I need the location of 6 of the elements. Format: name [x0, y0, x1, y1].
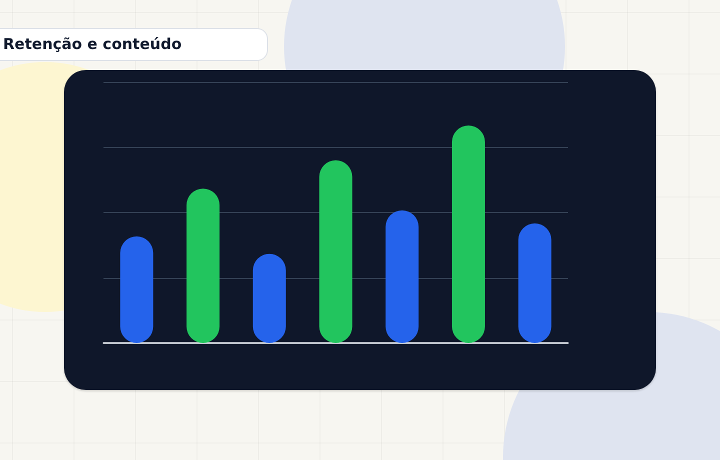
bar: [319, 160, 352, 343]
bar: [120, 236, 154, 343]
bar: [186, 188, 220, 343]
bar: [386, 210, 419, 343]
bar: [518, 223, 552, 343]
bar: [452, 126, 485, 343]
